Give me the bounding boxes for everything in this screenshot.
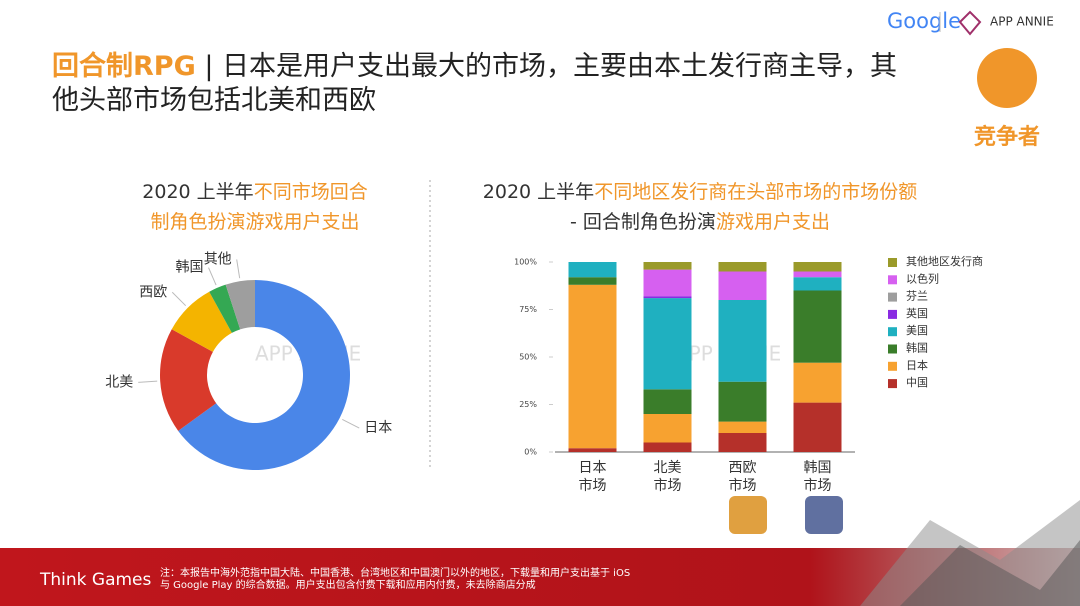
legend-swatch bbox=[888, 379, 897, 389]
x-tick-label: 日本市场 bbox=[579, 460, 607, 494]
bar-segment bbox=[718, 421, 767, 433]
x-tick-line: 韩国 bbox=[804, 460, 832, 476]
legend-swatch bbox=[888, 327, 897, 337]
slide-title: 回合制RPG | 日本是用户支出最大的市场，主要由本土发行商主导，其他头部市场包… bbox=[52, 50, 902, 118]
bar-segment bbox=[643, 262, 692, 270]
legend-label: 韩国 bbox=[906, 341, 928, 355]
donut-slice bbox=[178, 280, 350, 471]
y-tick-label: 50% bbox=[519, 353, 537, 362]
legend-label: 英国 bbox=[906, 306, 928, 320]
footnote: 注：本报告中海外范指中国大陆、中国香港、台湾地区和中国澳门以外的地区，下载量和用… bbox=[160, 568, 631, 591]
x-tick-line: 市场 bbox=[654, 477, 682, 494]
x-tick-line: 日本 bbox=[579, 460, 607, 476]
title-part: 不同地区发行商在头部市场的市场份额 bbox=[594, 181, 917, 203]
y-tick-label: 75% bbox=[519, 305, 537, 314]
bar-segment bbox=[793, 290, 842, 363]
x-tick-label: 西欧市场 bbox=[729, 460, 757, 494]
donut-slice bbox=[171, 291, 232, 352]
bar-segment bbox=[568, 277, 617, 285]
legend-label: 芬兰 bbox=[906, 290, 928, 303]
leader-line bbox=[236, 259, 241, 279]
slice-label: 韩国 bbox=[176, 260, 204, 276]
logo-appannie: APP ANNIE bbox=[990, 15, 1054, 29]
bar-segment bbox=[793, 362, 842, 403]
y-tick-label: 100% bbox=[514, 258, 537, 267]
bar-segment bbox=[793, 402, 842, 452]
bar-segment bbox=[718, 381, 767, 422]
bar-segment bbox=[643, 442, 692, 452]
legend-swatch bbox=[888, 258, 897, 267]
bar-segment bbox=[793, 277, 842, 291]
title-part: 不同市场回合 bbox=[254, 181, 368, 203]
legend-swatch bbox=[888, 275, 897, 285]
badge-label: 竞争者 bbox=[974, 124, 1040, 150]
slice-label: 北美 bbox=[105, 374, 133, 390]
bar-segment bbox=[793, 262, 842, 272]
title-part: 2020 上半年 bbox=[142, 181, 253, 203]
bar-segment bbox=[568, 448, 617, 452]
title-part: - 回合制角色扮演 bbox=[570, 211, 716, 233]
bar-segment bbox=[643, 269, 692, 297]
game-icon bbox=[729, 496, 767, 534]
bar-segment bbox=[568, 284, 617, 449]
badge-icon bbox=[977, 48, 1037, 108]
chart-title: 制角色扮演游戏用户支出 bbox=[150, 211, 359, 233]
legend-label: 美国 bbox=[906, 324, 928, 337]
donut-slice bbox=[209, 284, 241, 333]
title-part: 2020 上半年 bbox=[483, 181, 594, 203]
bar-segment bbox=[643, 298, 692, 390]
x-tick-line: 市场 bbox=[579, 477, 607, 494]
x-tick-line: 市场 bbox=[804, 477, 832, 494]
title-part: 游戏用户支出 bbox=[716, 211, 830, 233]
legend-swatch bbox=[888, 292, 897, 302]
title-highlight: 回合制RPG bbox=[52, 51, 196, 82]
leader-line bbox=[342, 419, 360, 429]
leader-line bbox=[171, 291, 187, 307]
bar-segment bbox=[643, 296, 692, 299]
chart-title: 2020 上半年不同市场回合 bbox=[142, 181, 367, 203]
bar-segment bbox=[793, 271, 842, 278]
donut-slice bbox=[225, 280, 255, 330]
x-tick-line: 北美 bbox=[654, 460, 682, 476]
legend-swatch bbox=[888, 361, 897, 371]
legend-label: 以色列 bbox=[906, 271, 939, 285]
y-tick-label: 0% bbox=[524, 448, 537, 457]
leader-line bbox=[208, 267, 217, 286]
bar-segment bbox=[718, 433, 767, 452]
y-tick-label: 25% bbox=[519, 400, 537, 409]
slice-label: 其他 bbox=[204, 251, 232, 267]
slice-label: 日本 bbox=[364, 420, 392, 436]
x-tick-line: 西欧 bbox=[729, 460, 757, 476]
bar-segment bbox=[718, 262, 767, 272]
legend-label: 中国 bbox=[906, 376, 928, 389]
footer-brand: Think Games bbox=[39, 570, 152, 590]
bar-segment bbox=[718, 271, 767, 300]
leader-line bbox=[138, 380, 158, 383]
slice-label: 西欧 bbox=[139, 284, 167, 300]
title-part: 制角色扮演游戏用户支出 bbox=[150, 211, 359, 233]
logo-google: Google bbox=[887, 9, 961, 33]
decor bbox=[900, 540, 1080, 606]
legend-swatch bbox=[888, 309, 897, 319]
legend-label: 日本 bbox=[906, 358, 928, 372]
bar-segment bbox=[643, 389, 692, 414]
logo-icon bbox=[958, 10, 982, 36]
bar-segment bbox=[718, 300, 767, 382]
game-icon bbox=[805, 496, 843, 534]
legend-label: 其他地区发行商 bbox=[906, 254, 983, 268]
title: | 日本是用户支出最大的市场，主要由本土发行商主导，其他头部市场包括北美和西欧 bbox=[52, 51, 898, 116]
x-tick-label: 韩国市场 bbox=[804, 460, 832, 494]
chart-title: - 回合制角色扮演游戏用户支出 bbox=[570, 211, 830, 233]
x-tick-line: 市场 bbox=[729, 477, 757, 494]
bar-segment bbox=[643, 414, 692, 443]
legend-swatch bbox=[888, 344, 897, 354]
chart-title: 2020 上半年不同地区发行商在头部市场的市场份额 bbox=[483, 181, 917, 203]
bar-segment bbox=[568, 262, 617, 278]
donut-slice bbox=[160, 329, 217, 431]
x-tick-label: 北美市场 bbox=[654, 460, 682, 494]
